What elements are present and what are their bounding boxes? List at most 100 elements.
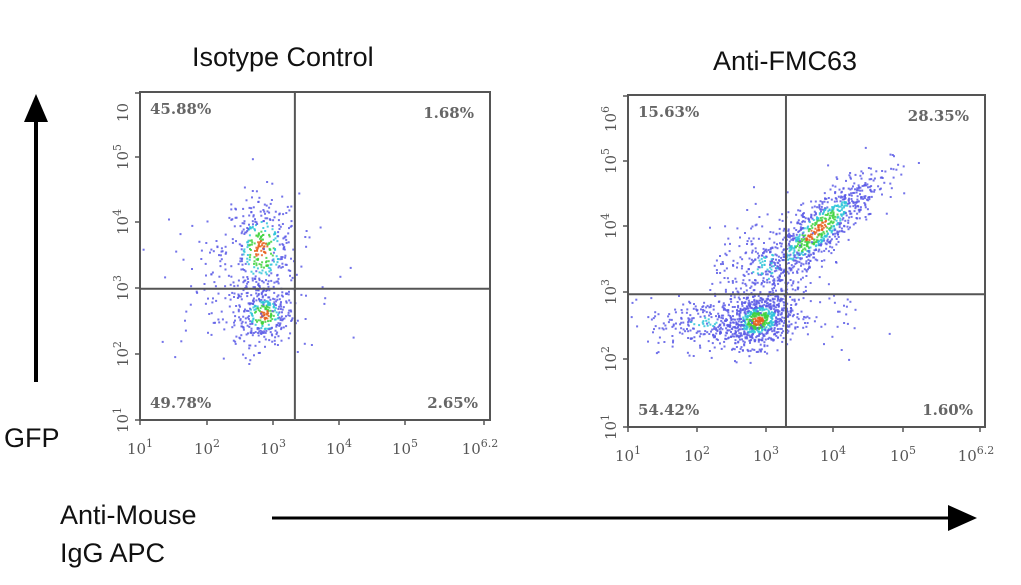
data-point [864, 206, 867, 209]
data-point [265, 279, 267, 282]
data-point [829, 239, 832, 242]
data-point [756, 306, 759, 309]
data-point [264, 308, 267, 311]
data-point [250, 270, 253, 273]
data-point [765, 308, 768, 311]
data-point [242, 253, 245, 256]
data-point [233, 321, 235, 324]
data-point [750, 258, 753, 261]
data-point [767, 270, 770, 273]
data-point [280, 266, 283, 269]
data-point [773, 241, 776, 244]
data-point [210, 333, 213, 336]
data-point [772, 339, 775, 342]
data-point [738, 298, 741, 301]
data-point [841, 198, 844, 201]
data-point [267, 301, 269, 304]
data-point [790, 304, 793, 306]
data-point [721, 321, 724, 324]
data-point [740, 334, 743, 337]
data-point [702, 311, 704, 314]
data-point [706, 324, 709, 327]
data-point [809, 235, 812, 237]
data-point [231, 238, 234, 241]
data-point [788, 320, 791, 323]
data-point [712, 336, 715, 339]
data-point [757, 321, 760, 323]
data-point [830, 252, 833, 255]
data-point [252, 299, 255, 302]
data-point [744, 309, 747, 312]
data-point [245, 286, 248, 289]
data-point [257, 293, 260, 295]
data-point [848, 358, 851, 361]
data-point [261, 238, 264, 241]
data-point [800, 251, 803, 253]
data-point [756, 329, 759, 332]
data-point [752, 312, 755, 315]
data-point [767, 312, 770, 315]
data-point [760, 272, 763, 275]
data-point [267, 285, 270, 288]
data-point [730, 327, 733, 330]
data-point [262, 220, 265, 222]
data-point [881, 170, 884, 172]
data-point [246, 246, 249, 249]
data-point [746, 297, 749, 300]
data-point [272, 285, 275, 288]
data-point [796, 260, 799, 263]
data-point [810, 253, 812, 256]
data-point [751, 301, 754, 303]
data-point [665, 327, 668, 330]
data-point [239, 318, 242, 321]
data-point [787, 229, 790, 232]
data-point [849, 188, 852, 191]
data-point [788, 246, 791, 249]
data-point [240, 334, 243, 337]
data-point [821, 228, 824, 231]
data-point [204, 262, 207, 265]
data-point [278, 228, 281, 230]
data-point [272, 297, 275, 300]
data-point [707, 321, 710, 324]
data-point [252, 317, 255, 320]
data-point [711, 342, 714, 345]
data-point [803, 253, 806, 256]
data-point [837, 310, 839, 313]
data-point [254, 344, 257, 347]
data-point [258, 351, 261, 354]
data-point [260, 235, 263, 238]
data-point [754, 282, 757, 285]
data-point [268, 235, 271, 238]
data-point [742, 316, 745, 319]
data-point [240, 232, 243, 235]
data-point [278, 324, 281, 327]
data-point [762, 312, 765, 315]
data-point [775, 254, 778, 257]
data-point [255, 289, 258, 292]
data-point [263, 203, 266, 206]
data-point [234, 319, 236, 322]
data-point [776, 295, 779, 298]
data-point [766, 332, 769, 335]
data-point [219, 260, 222, 263]
data-point [763, 344, 766, 347]
data-point [264, 294, 267, 297]
data-point [275, 255, 278, 258]
data-point [830, 238, 833, 241]
data-point [260, 301, 263, 304]
data-point [762, 277, 765, 280]
data-point [663, 341, 666, 343]
data-point [814, 258, 817, 261]
data-point [765, 273, 768, 276]
data-point [739, 347, 742, 350]
data-point [276, 240, 279, 243]
data-point [287, 311, 290, 314]
data-point [266, 310, 269, 312]
data-point [776, 243, 778, 246]
data-point [776, 279, 779, 282]
data-point [760, 257, 763, 260]
data-point [859, 193, 861, 196]
data-point [698, 335, 701, 338]
